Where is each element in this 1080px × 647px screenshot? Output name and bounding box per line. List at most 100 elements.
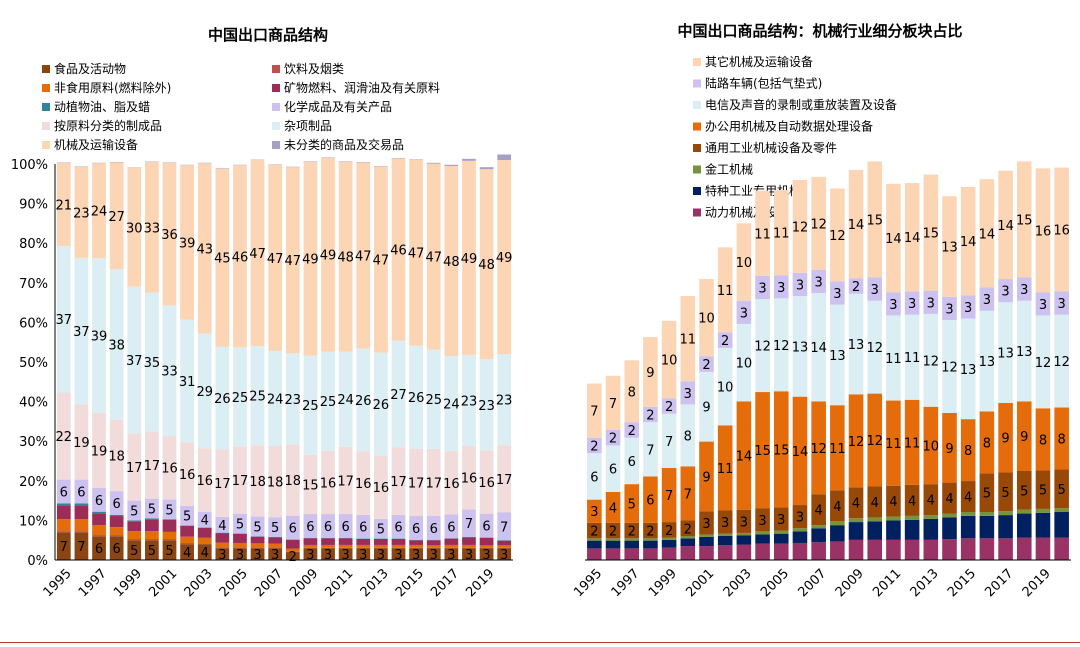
- data-label: 17: [408, 476, 425, 491]
- legend-swatch: [693, 79, 701, 88]
- data-label: 13: [1016, 345, 1033, 360]
- bar-segment: [338, 538, 353, 545]
- bar-segment: [145, 540, 159, 560]
- data-label: 7: [590, 405, 598, 420]
- bar-segment: [699, 534, 714, 537]
- legend-item: 化学成品及有关产品: [272, 99, 392, 114]
- data-label: 3: [377, 548, 385, 563]
- bar-segment: [1054, 512, 1069, 538]
- legend-item: 其它机械及运输设备: [693, 54, 813, 69]
- bar-segment: [356, 544, 371, 548]
- bar-segment: [356, 548, 371, 560]
- bar-segment: [215, 533, 230, 543]
- y-tick-label: 60%: [19, 316, 48, 331]
- bar-stack: [643, 337, 658, 560]
- data-label: 6: [609, 463, 617, 478]
- bar-segment: [145, 292, 159, 432]
- data-label: 16: [161, 462, 178, 477]
- bar-segment: [680, 538, 696, 547]
- data-label: 3: [740, 306, 748, 321]
- bar-stack: [56, 162, 71, 560]
- data-label: 23: [478, 399, 495, 414]
- bar-segment: [680, 296, 696, 382]
- data-label: 17: [214, 477, 231, 492]
- bar-stack: [74, 166, 89, 560]
- data-label: 33: [144, 221, 161, 236]
- bar-segment: [699, 356, 714, 372]
- bar-segment: [830, 525, 845, 542]
- data-label: 14: [885, 232, 902, 247]
- bar-segment: [643, 406, 658, 423]
- bar-segment: [904, 484, 920, 516]
- data-label: 6: [412, 522, 420, 537]
- bar-segment: [109, 514, 124, 517]
- data-label: 3: [740, 515, 748, 530]
- data-label: 35: [144, 356, 161, 371]
- bar-stack: [479, 167, 494, 560]
- legend-swatch: [693, 144, 701, 152]
- legend-label: 通用工业机械设备及零件: [705, 140, 837, 155]
- bar-segment: [497, 545, 512, 548]
- bar-segment: [250, 547, 265, 549]
- data-label: 16: [196, 474, 213, 489]
- data-label: 13: [997, 347, 1014, 362]
- bar-segment: [605, 375, 621, 430]
- bar-segment: [848, 169, 864, 279]
- bar-segment: [233, 347, 247, 447]
- bar-segment: [426, 349, 441, 449]
- data-label: 5: [148, 544, 156, 559]
- data-label: 13: [960, 363, 977, 378]
- bar-segment: [162, 162, 177, 306]
- bar-segment: [661, 522, 677, 538]
- data-label: 6: [289, 522, 297, 537]
- bar-segment: [56, 531, 71, 533]
- bar-segment: [215, 449, 230, 517]
- data-label: 47: [249, 247, 266, 262]
- bar-segment: [285, 552, 300, 560]
- legend-label: 矿物燃料、润滑油及有关原料: [284, 80, 440, 95]
- data-label: 5: [236, 518, 244, 533]
- data-label: 4: [927, 494, 935, 509]
- data-label: 5: [165, 544, 173, 559]
- bar-segment: [699, 441, 714, 512]
- bar-segment: [285, 539, 300, 549]
- x-tick-label: 1999: [111, 566, 145, 600]
- bar-segment: [811, 528, 826, 543]
- bar-segment: [109, 536, 124, 560]
- bar-segment: [444, 544, 459, 548]
- bar-segment: [643, 540, 658, 549]
- data-label: 43: [196, 242, 213, 257]
- data-label: 7: [500, 520, 508, 535]
- bar-segment: [979, 538, 995, 560]
- data-label: 24: [443, 398, 460, 413]
- bar-segment: [1054, 291, 1069, 315]
- bar-segment: [773, 507, 789, 531]
- bar-stack: [923, 174, 939, 560]
- bar-segment: [605, 540, 621, 549]
- data-label: 2: [646, 408, 654, 423]
- bar-segment: [680, 546, 696, 560]
- legend-label: 陆路车辆(包括气垫式): [705, 76, 822, 91]
- bar-segment: [127, 433, 142, 501]
- bar-segment: [942, 517, 957, 540]
- bar-segment: [356, 539, 371, 545]
- bar-stack: [338, 161, 353, 560]
- bar-segment: [1035, 512, 1051, 538]
- bar-segment: [867, 277, 883, 301]
- bar-segment: [624, 437, 640, 485]
- bar-segment: [180, 319, 194, 443]
- x-tick-label: 2019: [463, 566, 497, 600]
- bar-segment: [56, 505, 71, 520]
- bar-segment: [904, 183, 920, 292]
- bar-segment: [285, 167, 300, 354]
- bar-segment: [462, 160, 476, 355]
- bar-segment: [830, 541, 845, 560]
- bar-segment: [1016, 401, 1032, 471]
- data-label: 11: [885, 352, 902, 367]
- bar-segment: [145, 162, 159, 293]
- data-label: 26: [355, 394, 372, 409]
- data-label: 26: [373, 398, 390, 413]
- bar-segment: [338, 161, 353, 352]
- bar-segment: [374, 455, 388, 519]
- data-label: 17: [496, 473, 513, 488]
